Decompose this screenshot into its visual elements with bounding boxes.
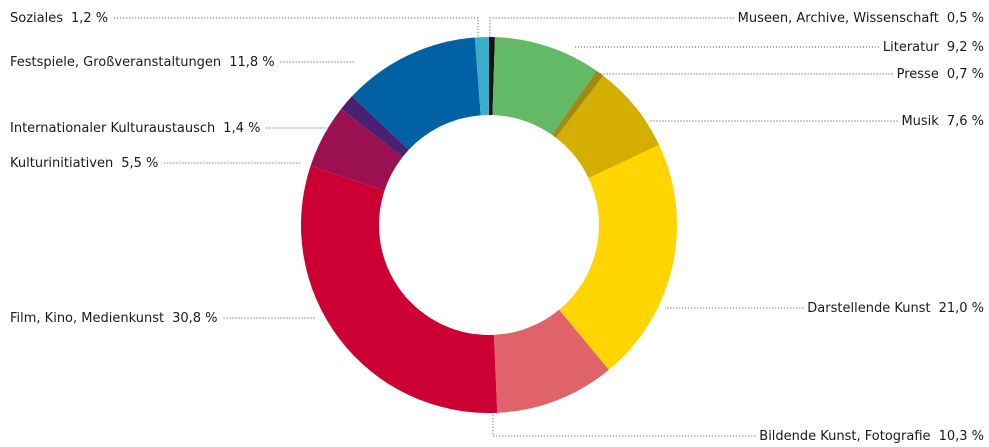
segment-label: Museen, Archive, Wissenschaft 0,5 % bbox=[738, 11, 984, 26]
segment-name: Darstellende Kunst bbox=[807, 301, 930, 316]
segment-label: Kulturinitiativen 5,5 % bbox=[10, 156, 158, 171]
leader-line bbox=[489, 17, 734, 37]
segment-name: Bildende Kunst, Fotografie bbox=[759, 429, 930, 444]
segment-value: 7,6 % bbox=[947, 114, 984, 129]
segment-label: Darstellende Kunst 21,0 % bbox=[807, 301, 984, 316]
segment-value: 30,8 % bbox=[172, 311, 217, 326]
donut-segment bbox=[551, 70, 604, 138]
segment-label: Festspiele, Großveranstaltungen 11,8 % bbox=[10, 55, 275, 70]
segment-value: 1,2 % bbox=[71, 11, 108, 26]
segment-name: Film, Kino, Medienkunst bbox=[10, 311, 164, 326]
segment-name: Presse bbox=[897, 67, 939, 82]
segment-name: Internationaler Kulturaustausch bbox=[10, 121, 215, 136]
segment-label: Literatur 9,2 % bbox=[883, 40, 984, 55]
segment-label: Film, Kino, Medienkunst 30,8 % bbox=[10, 311, 218, 326]
donut-segment bbox=[300, 165, 498, 413]
donut-segment bbox=[555, 75, 660, 179]
segment-name: Museen, Archive, Wissenschaft bbox=[738, 11, 939, 26]
segment-name: Literatur bbox=[883, 40, 940, 55]
donut-segment bbox=[492, 37, 597, 135]
segment-label: Soziales 1,2 % bbox=[10, 11, 108, 26]
donut-segment bbox=[489, 37, 495, 116]
segment-value: 0,5 % bbox=[947, 11, 984, 26]
donut-segment bbox=[310, 108, 403, 191]
donut-segment bbox=[559, 144, 677, 370]
segment-value: 5,5 % bbox=[121, 156, 158, 171]
donut-segment bbox=[351, 37, 481, 150]
segment-name: Kulturinitiativen bbox=[10, 156, 113, 171]
donut-segment bbox=[493, 309, 609, 413]
segment-label: Musik 7,6 % bbox=[901, 114, 984, 129]
leader-line bbox=[492, 412, 756, 437]
segment-name: Festspiele, Großveranstaltungen bbox=[10, 55, 221, 70]
segment-value: 10,3 % bbox=[939, 429, 984, 444]
segment-label: Internationaler Kulturaustausch 1,4 % bbox=[10, 121, 260, 136]
segment-label: Presse 0,7 % bbox=[897, 67, 984, 82]
leader-line bbox=[114, 17, 479, 37]
donut-segment bbox=[474, 37, 489, 116]
segment-label: Bildende Kunst, Fotografie 10,3 % bbox=[759, 429, 984, 444]
segment-value: 11,8 % bbox=[229, 55, 274, 70]
segment-value: 21,0 % bbox=[939, 301, 984, 316]
segment-name: Soziales bbox=[10, 11, 63, 26]
segment-value: 0,7 % bbox=[947, 67, 984, 82]
segment-value: 9,2 % bbox=[947, 40, 984, 55]
donut-segment bbox=[341, 96, 409, 158]
segment-name: Musik bbox=[901, 114, 939, 129]
segment-value: 1,4 % bbox=[223, 121, 260, 136]
